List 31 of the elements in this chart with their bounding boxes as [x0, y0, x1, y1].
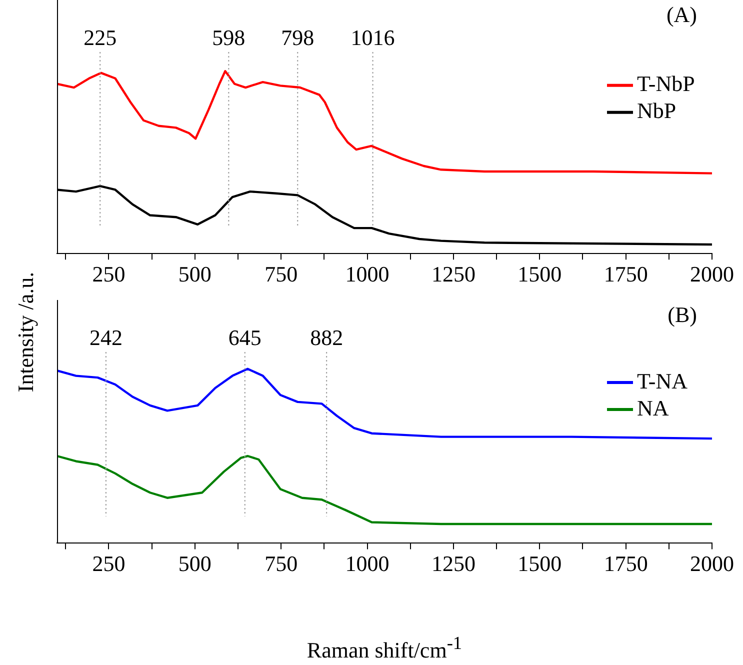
x-tick-label: 1000 — [345, 551, 390, 576]
legend-label: NA — [637, 395, 669, 420]
ref-line-label: 598 — [212, 24, 246, 50]
text: (B) — [668, 302, 697, 327]
x-tick-label: 1750 — [604, 551, 648, 576]
y-axis-title: Intensity /a.u. — [13, 272, 39, 392]
x-tick-label: 500 — [178, 551, 212, 576]
ref-line-label: 1016 — [350, 24, 395, 50]
x-tick-label: 1250 — [431, 262, 476, 287]
ref-line-label: 798 — [281, 24, 314, 50]
legend-label: T-NbP — [637, 71, 695, 96]
ref-line-label: 242 — [89, 324, 122, 350]
x-tick-label: 500 — [178, 262, 212, 287]
ref-line-label: 225 — [84, 24, 117, 50]
x-tick-label: 1500 — [518, 262, 562, 287]
x-tick-label: 750 — [264, 262, 298, 287]
x-tick-label: 1000 — [345, 262, 390, 287]
x-tick-label: 750 — [264, 551, 298, 576]
x-axis-title: Raman shift/cm$^{-1}$ — [306, 632, 464, 663]
ref-line-label: 882 — [310, 324, 344, 350]
ref-line-label: 645 — [228, 324, 262, 350]
x-tick-label: 1750 — [604, 262, 648, 287]
x-tick-label: 1500 — [518, 551, 562, 576]
legend-label: T-NA — [637, 368, 688, 394]
x-tick-label: 250 — [92, 551, 126, 576]
legend-label: NbP — [637, 98, 676, 124]
x-tick-label: 2000 — [690, 262, 734, 287]
text: (A) — [666, 2, 697, 27]
x-tick-label: 2000 — [690, 551, 734, 576]
x-tick-label: 250 — [92, 262, 126, 287]
x-tick-label: 1250 — [431, 551, 476, 576]
